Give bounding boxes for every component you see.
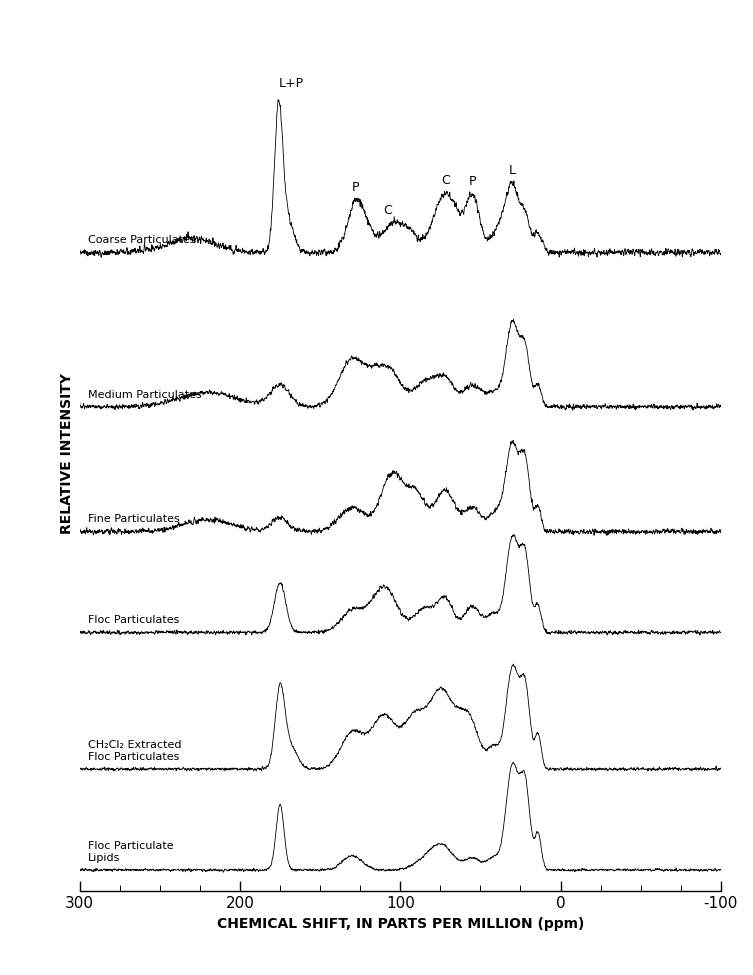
Text: Medium Particulates: Medium Particulates [88, 390, 202, 400]
Text: L: L [509, 164, 516, 177]
X-axis label: CHEMICAL SHIFT, IN PARTS PER MILLION (ppm): CHEMICAL SHIFT, IN PARTS PER MILLION (pp… [217, 916, 584, 931]
Text: Floc Particulate
Lipids: Floc Particulate Lipids [88, 841, 173, 863]
Text: L+P: L+P [279, 77, 303, 90]
Text: C: C [383, 204, 392, 216]
Text: Floc Particulates: Floc Particulates [88, 615, 179, 625]
Text: Coarse Particulates: Coarse Particulates [88, 235, 195, 246]
Text: P: P [468, 176, 476, 188]
Text: C: C [441, 175, 450, 187]
Text: P: P [352, 181, 359, 194]
Y-axis label: RELATIVE INTENSITY: RELATIVE INTENSITY [60, 372, 75, 533]
Text: Fine Particulates: Fine Particulates [88, 515, 179, 525]
Text: CH₂Cl₂ Extracted
Floc Particulates: CH₂Cl₂ Extracted Floc Particulates [88, 740, 181, 761]
